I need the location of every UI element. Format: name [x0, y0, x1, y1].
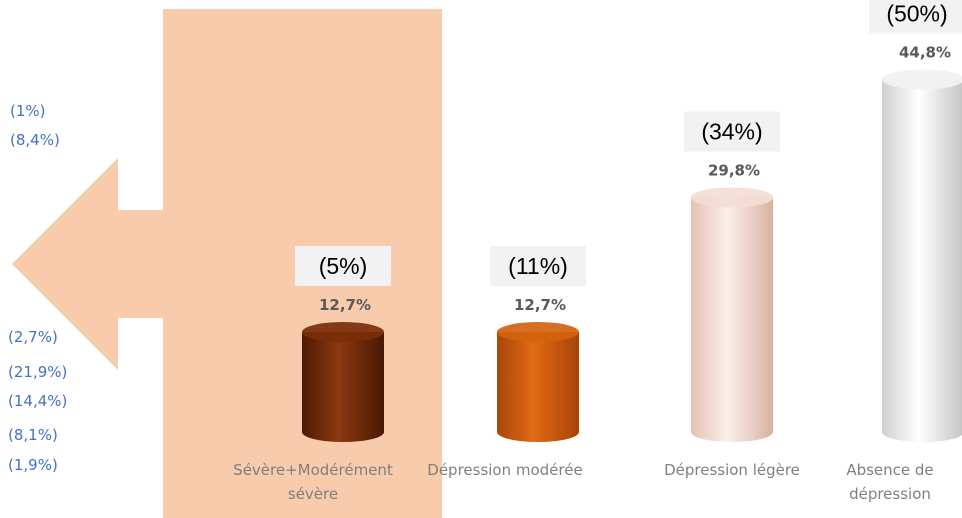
- side-label: (8,1%): [8, 426, 58, 444]
- side-label: (1,9%): [8, 456, 58, 474]
- category-label: Sévère+Modérément: [233, 461, 393, 479]
- category-label: sévère: [288, 485, 338, 503]
- left-arrow: [12, 158, 163, 370]
- value-label: 12,7%: [514, 296, 566, 314]
- comparison-label: (50%): [886, 0, 947, 26]
- category-label: Dépression légère: [664, 461, 800, 479]
- bar-top-4: [882, 69, 962, 90]
- bar-4: [882, 79, 962, 442]
- value-label: 29,8%: [708, 161, 760, 179]
- side-labels-bottom: (2,7%) (21,9%) (14,4%) (8,1%) (1,9%): [8, 328, 67, 474]
- comparison-box: [869, 0, 962, 34]
- category-label: Dépression modérée: [427, 461, 582, 479]
- bar-top-3: [691, 187, 773, 208]
- bar-1: [302, 332, 384, 442]
- comparison-label: (11%): [508, 253, 568, 279]
- category-label: dépression: [849, 485, 931, 503]
- comparison-box: [684, 111, 780, 152]
- bars: 12,7% (5%) Sévère+Modérément sévère 12,7% (11…: [233, 0, 962, 503]
- value-label: 44,8%: [899, 43, 951, 61]
- side-labels-top: (1%) (8,4%): [10, 102, 60, 149]
- side-label: (21,9%): [8, 363, 67, 381]
- comparison-label: (34%): [701, 118, 762, 144]
- category-label: Absence de: [846, 461, 933, 479]
- comparison-box: [490, 246, 586, 287]
- bar-top-2: [497, 322, 579, 343]
- comparison-box: [295, 246, 391, 287]
- comparison-label: (5%): [319, 253, 368, 279]
- bar-top-1: [302, 322, 384, 343]
- side-label: (2,7%): [8, 328, 58, 346]
- side-label: (1%): [10, 102, 46, 120]
- side-label: (14,4%): [8, 392, 67, 410]
- bar-3: [691, 197, 773, 442]
- bar-2: [497, 332, 579, 442]
- side-label: (8,4%): [10, 131, 60, 149]
- value-label: 12,7%: [319, 296, 371, 314]
